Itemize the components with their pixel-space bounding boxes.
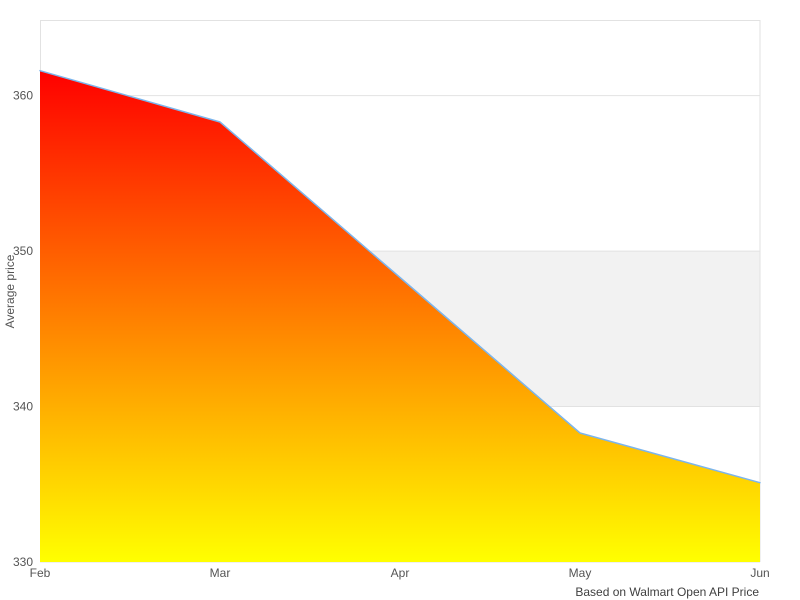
price-line <box>39 69 761 484</box>
x-tick-label-mar: Mar <box>210 566 231 580</box>
y-axis-title: Average price <box>3 254 17 328</box>
chart-caption: Based on Walmart Open API Price <box>575 585 759 599</box>
x-tick-label-jun: Jun <box>750 566 769 580</box>
x-tick-label-apr: Apr <box>391 566 410 580</box>
y-tick-label-360: 360 <box>13 89 33 103</box>
x-tick-label-feb: Feb <box>30 566 51 580</box>
price-area-fill <box>40 70 760 562</box>
y-tick-label-330: 330 <box>13 555 33 569</box>
y-tick-label-340: 340 <box>13 400 33 414</box>
y-tick-label-350: 350 <box>13 244 33 258</box>
x-tick-label-may: May <box>569 566 592 580</box>
